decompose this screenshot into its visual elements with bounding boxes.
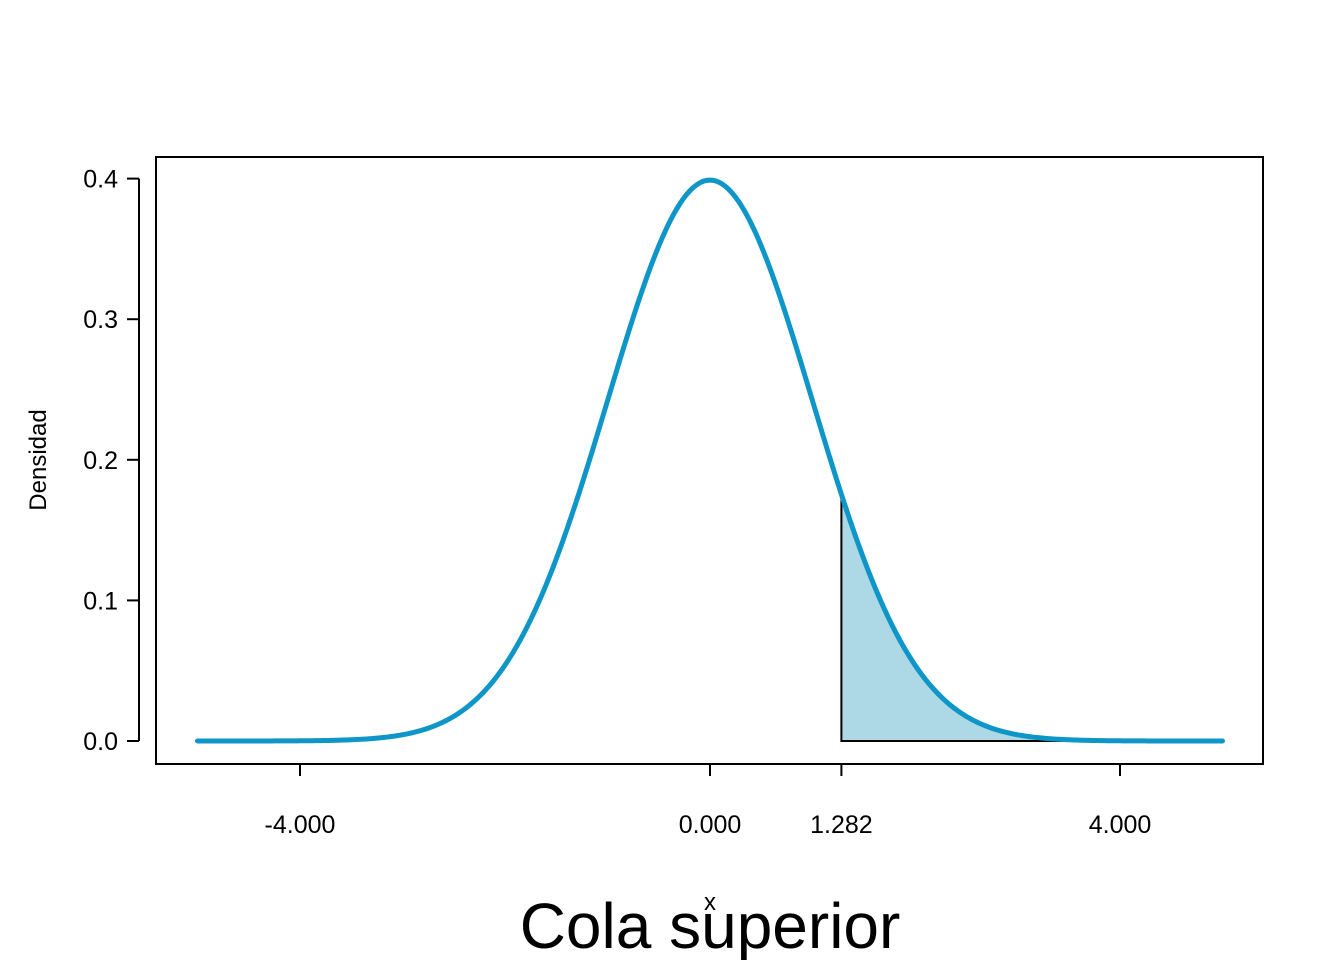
x-tick-label: -4.000 <box>265 811 336 839</box>
y-tick-label: 0.4 <box>83 166 118 194</box>
upper-tail-area <box>840 494 1223 742</box>
y-tick-label: 0.0 <box>83 728 118 756</box>
y-axis-label: Densidad <box>25 409 52 510</box>
x-tick-label: 1.282 <box>810 811 873 839</box>
subtitle: Cola superior <box>520 890 901 960</box>
y-tick-label: 0.1 <box>83 587 118 615</box>
x-tick-label: 4.000 <box>1089 811 1152 839</box>
y-tick-label: 0.3 <box>83 306 118 334</box>
x-axis-label: x <box>704 889 716 916</box>
x-axis: -4.000 0.000 1.282 4.000 <box>265 763 1152 839</box>
plot-frame <box>155 156 1264 765</box>
y-axis: 0.0 0.1 0.2 0.3 0.4 <box>83 166 140 756</box>
upper-tail-shaded-area-group <box>840 494 1223 742</box>
density-curve-group <box>195 177 1225 744</box>
x-tick-label: 0.000 <box>679 811 742 839</box>
density-curve <box>195 177 1225 744</box>
y-tick-label: 0.2 <box>83 447 118 475</box>
